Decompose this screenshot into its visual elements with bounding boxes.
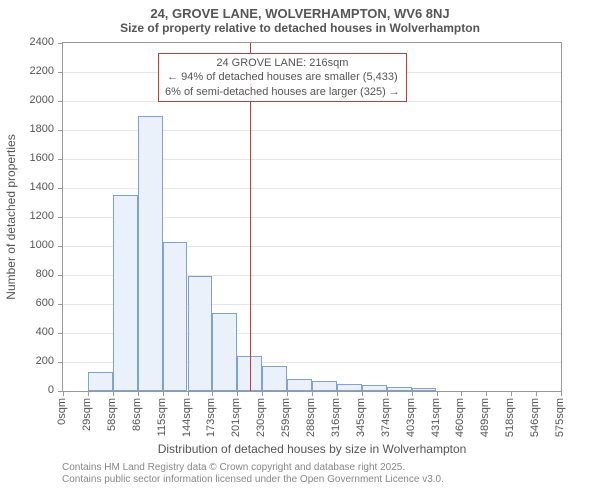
histogram-bar [163, 242, 188, 391]
x-tick-label: 201sqm [230, 398, 242, 437]
y-tick-label: 2400 [0, 36, 54, 48]
x-tick-label: 0sqm [56, 398, 68, 425]
annotation-line: 6% of semi-detached houses are larger (3… [165, 85, 400, 99]
y-tick-mark [58, 72, 63, 73]
x-tick-label: 546sqm [529, 398, 541, 437]
histogram-bar [387, 387, 412, 391]
histogram-bar [188, 276, 213, 391]
x-tick-label: 259sqm [280, 398, 292, 437]
x-tick-label: 518sqm [504, 398, 516, 437]
y-tick-label: 1800 [0, 123, 54, 135]
histogram-bar [287, 379, 312, 391]
x-tick-label: 345sqm [355, 398, 367, 437]
y-ticks: 0200400600800100012001400160018002000220… [0, 42, 58, 392]
y-tick-label: 800 [0, 268, 54, 280]
x-tick-label: 460sqm [454, 398, 466, 437]
y-tick-label: 1200 [0, 210, 54, 222]
y-tick-mark [58, 188, 63, 189]
x-tick-label: 403sqm [405, 398, 417, 437]
x-tick-label: 431sqm [430, 398, 442, 437]
y-tick-label: 400 [0, 326, 54, 338]
y-tick-label: 1000 [0, 239, 54, 251]
y-tick-label: 600 [0, 297, 54, 309]
y-tick-label: 1400 [0, 181, 54, 193]
histogram-bar [362, 385, 387, 391]
y-tick-mark [58, 159, 63, 160]
y-tick-mark [58, 275, 63, 276]
x-tick-label: 144sqm [181, 398, 193, 437]
x-tick-label: 316sqm [330, 398, 342, 437]
x-tick-label: 173sqm [205, 398, 217, 437]
histogram-bar [212, 313, 237, 391]
x-tick-label: 489sqm [479, 398, 491, 437]
footer: Contains HM Land Registry data © Crown c… [62, 462, 562, 486]
y-tick-mark [58, 101, 63, 102]
footer-line-1: Contains HM Land Registry data © Crown c… [62, 462, 562, 474]
x-axis-label: Distribution of detached houses by size … [62, 442, 562, 456]
annotation-line: ← 94% of detached houses are smaller (5,… [165, 70, 400, 84]
histogram-bar [138, 116, 163, 392]
x-tick-label: 29sqm [81, 398, 93, 431]
histogram-bar [337, 384, 362, 391]
y-tick-label: 0 [0, 384, 54, 396]
y-tick-label: 1600 [0, 152, 54, 164]
plot-area: 24 GROVE LANE: 216sqm← 94% of detached h… [62, 42, 562, 392]
y-tick-mark [58, 130, 63, 131]
histogram-bar [312, 381, 337, 391]
x-tick-label: 58sqm [106, 398, 118, 431]
x-tick-label: 86sqm [131, 398, 143, 431]
title-main: 24, GROVE LANE, WOLVERHAMPTON, WV6 8NJ [0, 0, 600, 21]
y-tick-mark [58, 304, 63, 305]
annotation-box: 24 GROVE LANE: 216sqm← 94% of detached h… [158, 53, 407, 102]
x-tick-label: 288sqm [305, 398, 317, 437]
y-tick-label: 2000 [0, 94, 54, 106]
y-tick-mark [58, 217, 63, 218]
histogram-bar [262, 366, 287, 391]
y-tick-label: 200 [0, 355, 54, 367]
histogram-bar [412, 388, 437, 391]
title-sub: Size of property relative to detached ho… [0, 21, 600, 39]
chart-container: 24, GROVE LANE, WOLVERHAMPTON, WV6 8NJ S… [0, 0, 600, 500]
x-tick-label: 230sqm [255, 398, 267, 437]
y-tick-mark [58, 43, 63, 44]
annotation-line: 24 GROVE LANE: 216sqm [165, 56, 400, 70]
y-tick-label: 2200 [0, 65, 54, 77]
footer-line-2: Contains public sector information licen… [62, 474, 562, 486]
y-tick-mark [58, 333, 63, 334]
x-tick-label: 374sqm [380, 398, 392, 437]
histogram-bar [113, 195, 138, 391]
histogram-bar [88, 372, 113, 391]
x-tick-label: 115sqm [156, 398, 168, 436]
x-tick-label: 575sqm [554, 398, 566, 437]
y-tick-mark [58, 362, 63, 363]
y-tick-mark [58, 246, 63, 247]
